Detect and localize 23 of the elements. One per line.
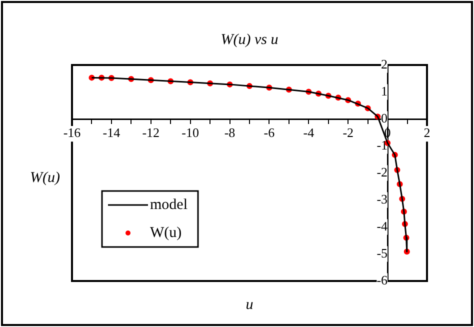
y-tick-label: -2 bbox=[376, 164, 388, 180]
x-tick-label: -8 bbox=[224, 125, 236, 140]
legend-label: model bbox=[150, 196, 188, 213]
x-tick-label: -6 bbox=[264, 125, 276, 140]
y-axis-title: W(u) bbox=[30, 170, 60, 186]
chart-title: W(u) vs u bbox=[220, 32, 278, 48]
y-tick-label: -4 bbox=[376, 218, 388, 234]
x-tick-label: -2 bbox=[342, 125, 354, 140]
y-tick-label: -5 bbox=[376, 245, 388, 260]
x-axis-title: u bbox=[246, 296, 254, 313]
x-tick-label: -4 bbox=[303, 125, 315, 140]
x-tick-label: -12 bbox=[142, 125, 160, 140]
y-tick-label: -1 bbox=[376, 137, 388, 152]
x-tick-label: -16 bbox=[63, 125, 82, 140]
x-tick-label: -14 bbox=[102, 125, 121, 140]
y-tick-label: -3 bbox=[376, 191, 388, 206]
y-tick-label: 0 bbox=[381, 110, 388, 126]
x-tick-label: 2 bbox=[424, 125, 430, 140]
y-tick-label: 1 bbox=[381, 83, 388, 98]
y-tick-label: -6 bbox=[376, 272, 388, 288]
legend-label: W(u) bbox=[150, 224, 182, 241]
y-tick-label: 2 bbox=[381, 56, 388, 72]
x-tick-label: -10 bbox=[182, 125, 200, 140]
